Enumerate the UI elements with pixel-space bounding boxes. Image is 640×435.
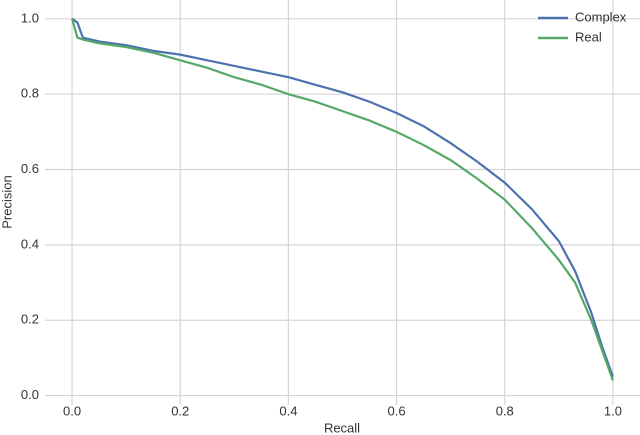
x-tick-label: 0.8 [496, 403, 514, 418]
y-tick-label: 0.2 [21, 312, 39, 327]
y-tick-label: 0.8 [21, 86, 39, 101]
legend-label: Complex [575, 9, 627, 24]
line-series [71, 17, 614, 378]
x-tick-label: 1.0 [604, 403, 622, 418]
y-axis-label: Precision [0, 175, 14, 228]
legend-label: Real [575, 29, 602, 44]
x-tick-label: 0.4 [279, 403, 297, 418]
x-tick-label: 0.0 [63, 403, 81, 418]
y-tick-label: 1.0 [21, 10, 39, 25]
line-series [70, 18, 614, 381]
y-tick-label: 0.0 [21, 387, 39, 402]
y-tick-label: 0.4 [21, 236, 39, 251]
x-tick-label: 0.6 [388, 403, 406, 418]
x-tick-label: 0.2 [171, 403, 189, 418]
x-axis-label: Recall [324, 420, 360, 435]
y-tick-label: 0.6 [21, 161, 39, 176]
